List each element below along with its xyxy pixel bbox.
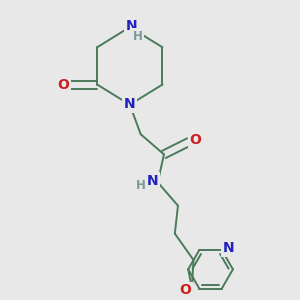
Text: N: N [126, 19, 137, 33]
Text: N: N [146, 174, 158, 188]
Text: O: O [57, 77, 69, 92]
Text: H: H [133, 30, 142, 43]
Text: N: N [124, 97, 136, 111]
Text: N: N [223, 242, 234, 255]
Text: H: H [136, 179, 146, 192]
Text: O: O [179, 284, 191, 297]
Text: O: O [190, 134, 202, 147]
